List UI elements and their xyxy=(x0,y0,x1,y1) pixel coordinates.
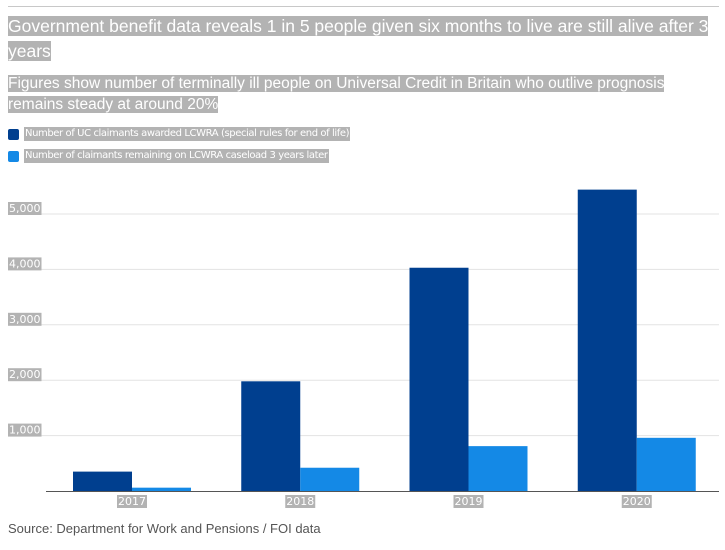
bar-chart: 1,000 2,000 3,000 4,000 5,000 2017 2018 2019 202… xyxy=(8,189,719,508)
legend-swatch-series-2 xyxy=(8,150,19,162)
legend-label-series-1: Number of UC claimants awarded LCWRA (sp… xyxy=(24,127,351,141)
y-tick-label: 1,000 xyxy=(9,424,41,437)
bar-series-1-2018 xyxy=(241,381,301,491)
bar-series-1-2019 xyxy=(409,267,469,491)
x-tick-label: 2017 xyxy=(118,495,146,508)
y-tick-label-bg xyxy=(8,257,42,271)
y-tick-label: 3,000 xyxy=(9,313,41,326)
legend-item-series-2: Number of claimants remaining on LCWRA c… xyxy=(8,145,350,167)
chart-subtitle: Figures show number of terminally ill pe… xyxy=(8,75,665,113)
chart-title: Government benefit data reveals 1 in 5 p… xyxy=(8,16,709,61)
source-note: Source: Department for Work and Pensions… xyxy=(8,521,321,536)
y-tick-label: 5,000 xyxy=(9,202,41,215)
legend-label-series-2: Number of claimants remaining on LCWRA c… xyxy=(24,149,329,163)
top-rule xyxy=(8,6,719,7)
x-tick-label-bg xyxy=(117,495,147,508)
bar-series-2-2018 xyxy=(300,467,360,491)
y-tick-label-bg xyxy=(8,423,42,437)
x-tick-label: 2018 xyxy=(286,495,314,508)
bar-series-1-2017 xyxy=(73,471,132,491)
legend-swatch-series-1 xyxy=(8,128,19,140)
y-tick-label: 4,000 xyxy=(9,257,41,270)
y-tick-label-bg xyxy=(8,312,42,326)
x-tick-label-bg xyxy=(453,495,484,508)
y-tick-label: 2,000 xyxy=(9,368,41,381)
x-tick-label: 2020 xyxy=(623,495,651,508)
bar-series-1-2020 xyxy=(577,189,637,491)
bar-series-2-2019 xyxy=(468,446,528,491)
legend: Number of UC claimants awarded LCWRA (sp… xyxy=(8,123,351,167)
y-tick-label-bg xyxy=(8,202,42,215)
x-tick-label-bg xyxy=(621,495,652,508)
bar-series-2-2020 xyxy=(636,437,696,491)
x-tick-label: 2019 xyxy=(455,495,483,508)
x-tick-label-bg xyxy=(285,495,316,508)
bar-series-2-2017 xyxy=(132,487,191,491)
legend-item-series-1: Number of UC claimants awarded LCWRA (sp… xyxy=(8,123,351,145)
y-tick-label-bg xyxy=(8,368,42,382)
